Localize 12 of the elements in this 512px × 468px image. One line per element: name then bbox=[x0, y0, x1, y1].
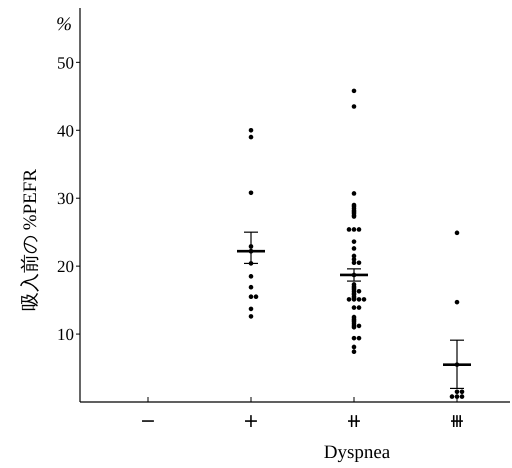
text: % bbox=[56, 14, 72, 35]
x-tick-label: − bbox=[140, 410, 156, 432]
x-tick-label: ⧺ bbox=[346, 410, 362, 432]
y-tick-label: 40 bbox=[57, 121, 74, 140]
y-tick-label: 10 bbox=[57, 325, 74, 344]
x-axis-title: Dyspnea bbox=[324, 442, 391, 463]
x-tick-label: ⧻ bbox=[449, 410, 465, 432]
y-tick-label: 50 bbox=[57, 53, 74, 72]
y-tick-label: 20 bbox=[57, 257, 74, 276]
y-axis-title: 吸入前の %PEFR bbox=[20, 168, 41, 311]
x-tick-label: + bbox=[243, 410, 259, 432]
y-tick-label: 30 bbox=[57, 189, 74, 208]
